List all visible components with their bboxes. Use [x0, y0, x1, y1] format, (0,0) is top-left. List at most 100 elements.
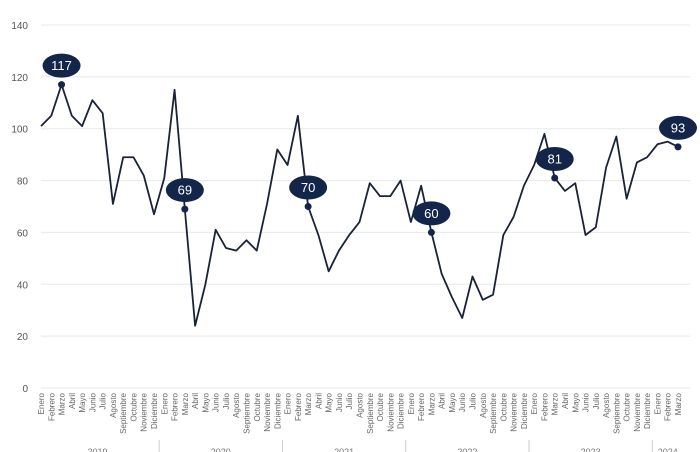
x-tick-label: Noviembre: [510, 392, 519, 431]
y-axis: 0 20 40 60 80 100 120 140: [11, 21, 28, 395]
x-tick-label: Julio: [345, 392, 354, 409]
x-tick-label: Mayo: [325, 392, 334, 412]
x-tick-label: Septiembre: [119, 392, 128, 433]
annotation-bubble: [165, 178, 204, 203]
x-tick-label: Septiembre: [242, 392, 251, 433]
x-tick-label: Julio: [222, 392, 231, 409]
year-label: 2019: [87, 447, 107, 452]
year-labels: 2019 2020 2021 2022 2023 2024: [87, 440, 678, 452]
annotations: 117 69 70 60 81 93: [42, 53, 697, 236]
x-tick-label: Abril: [561, 393, 570, 409]
y-tick-label: 0: [22, 384, 28, 395]
x-tick-label: Abril: [191, 393, 200, 409]
x-tick-label: Abril: [314, 393, 323, 409]
x-tick-label: Agosto: [602, 392, 611, 417]
y-tick-label: 120: [11, 73, 28, 84]
x-tick-label: Mayo: [448, 392, 457, 412]
x-tick-label: Septiembre: [612, 392, 621, 433]
x-tick-label: Abril: [438, 393, 447, 409]
y-tick-label: 140: [11, 21, 28, 32]
x-tick-label: Marzo: [674, 392, 683, 415]
x-tick-label: Mayo: [78, 392, 87, 412]
annotation-dot: [674, 143, 682, 151]
y-tick-label: 60: [17, 228, 29, 239]
gridlines: [41, 24, 690, 389]
x-tick-label: Febrero: [664, 392, 673, 421]
x-tick-label: Enero: [37, 392, 46, 414]
x-tick-label: Agosto: [232, 392, 241, 417]
annotation-bubble: [289, 175, 328, 200]
x-axis: Enero Febrero Marzo Abril Mayo Junio Julio Agos…: [37, 392, 683, 433]
x-tick-label: Diciembre: [273, 392, 282, 429]
annotation-label: 117: [51, 58, 72, 73]
x-tick-label: Octubre: [376, 392, 385, 421]
annotation-bubble: [535, 146, 574, 171]
x-tick-label: Noviembre: [263, 392, 272, 431]
x-tick-label: Enero: [530, 392, 539, 414]
annotation-dot: [427, 228, 435, 236]
x-tick-label: Mayo: [571, 392, 580, 412]
year-label: 2024: [658, 447, 678, 452]
x-tick-label: Junio: [458, 392, 467, 412]
x-tick-label: Marzo: [304, 392, 313, 415]
x-tick-label: Agosto: [479, 392, 488, 417]
x-tick-label: Julio: [592, 392, 601, 409]
x-tick-label: Enero: [653, 392, 662, 414]
annotation-dot: [551, 174, 559, 182]
annotation-bubble: [42, 53, 81, 78]
x-tick-label: Junio: [582, 392, 591, 412]
x-tick-label: Diciembre: [397, 392, 406, 429]
x-tick-label: Octubre: [253, 392, 262, 421]
x-tick-label: Septiembre: [366, 392, 375, 433]
year-label: 2022: [457, 447, 477, 452]
x-tick-label: Febrero: [294, 392, 303, 421]
y-tick-label: 20: [17, 332, 29, 343]
annotation-label: 60: [424, 206, 438, 221]
x-tick-label: Enero: [160, 392, 169, 414]
x-tick-label: Febrero: [540, 392, 549, 421]
year-label: 2023: [581, 447, 601, 452]
x-tick-label: Agosto: [356, 392, 365, 417]
x-tick-label: Enero: [284, 392, 293, 414]
annotation-label: 69: [178, 183, 192, 198]
x-tick-label: Febrero: [47, 392, 56, 421]
x-tick-label: Julio: [99, 392, 108, 409]
annotation-dot: [304, 203, 312, 210]
x-tick-label: Marzo: [551, 392, 560, 415]
x-tick-label: Mayo: [201, 392, 210, 412]
x-tick-label: Noviembre: [633, 392, 642, 431]
x-tick-label: Octubre: [623, 392, 632, 421]
y-tick-label: 40: [17, 280, 29, 291]
x-tick-label: Octubre: [129, 392, 138, 421]
y-tick-label: 100: [11, 125, 28, 136]
x-tick-label: Noviembre: [386, 392, 395, 431]
annotation-label: 70: [301, 180, 315, 195]
x-tick-label: Junio: [88, 392, 97, 412]
x-tick-label: Junio: [335, 392, 344, 412]
x-tick-label: Agosto: [109, 392, 118, 417]
x-tick-label: Febrero: [417, 392, 426, 421]
year-label: 2021: [334, 447, 354, 452]
x-tick-label: Febrero: [171, 392, 180, 421]
x-tick-label: Marzo: [181, 392, 190, 415]
series-line-group: [40, 83, 679, 327]
x-tick-label: Marzo: [58, 392, 67, 415]
x-tick-label: Junio: [212, 392, 221, 412]
series-line: [40, 83, 679, 327]
x-tick-label: Abril: [68, 393, 77, 409]
x-tick-label: Diciembre: [150, 392, 159, 429]
x-tick-label: Noviembre: [140, 392, 149, 431]
annotation-dot: [181, 205, 189, 213]
x-tick-label: Octubre: [499, 392, 508, 421]
x-tick-label: Enero: [407, 392, 416, 414]
y-tick-label: 80: [17, 177, 29, 188]
annotation-dot: [58, 81, 66, 89]
annotation-label: 93: [671, 120, 685, 135]
x-tick-label: Septiembre: [489, 392, 498, 433]
annotation-bubble: [412, 201, 451, 226]
annotation-label: 81: [547, 151, 561, 166]
x-tick-label: Diciembre: [520, 392, 529, 429]
annotation-bubble: [659, 115, 697, 140]
x-tick-label: Marzo: [427, 392, 436, 415]
